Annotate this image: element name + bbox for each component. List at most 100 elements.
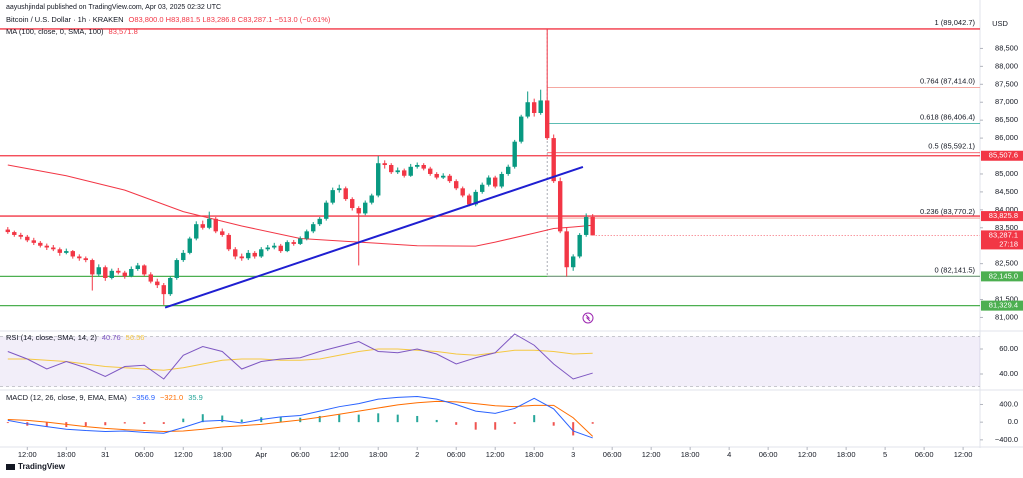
x-tick-label: 18:00 bbox=[57, 450, 76, 459]
candle-body bbox=[194, 224, 199, 239]
candle-body bbox=[551, 138, 556, 182]
candle-body bbox=[369, 195, 374, 203]
y-tick-label: −400.0 bbox=[995, 435, 1018, 444]
candle-body bbox=[492, 177, 498, 187]
x-tick-label: 12:00 bbox=[18, 450, 37, 459]
candle-body bbox=[83, 258, 88, 261]
x-tick-label: 2 bbox=[415, 450, 419, 459]
event-icon[interactable] bbox=[582, 312, 594, 324]
candle-body bbox=[51, 247, 56, 250]
level-price-label: 85,507.6 bbox=[989, 151, 1018, 160]
candle-body bbox=[512, 141, 517, 167]
x-tick-label: 12:00 bbox=[642, 450, 661, 459]
y-tick-label: 86,500 bbox=[995, 115, 1018, 124]
candle-body bbox=[376, 163, 381, 196]
macd-histogram-bar bbox=[513, 422, 516, 424]
x-tick-label: 31 bbox=[101, 450, 109, 459]
ohlc-legend: O83,800.0 H83,881.5 L83,286.8 C83,287.1 … bbox=[129, 15, 331, 24]
level-price-label: 81,329.4 bbox=[989, 301, 1018, 310]
event-icon-glyph bbox=[585, 314, 591, 322]
candle-body bbox=[187, 238, 192, 253]
candle-body bbox=[44, 245, 49, 248]
x-tick-label: 4 bbox=[727, 450, 731, 459]
x-tick-label: 12:00 bbox=[798, 450, 817, 459]
macd-histogram-bar bbox=[162, 422, 165, 424]
y-tick-label: 40.00 bbox=[999, 369, 1018, 378]
x-tick-label: 18:00 bbox=[525, 450, 544, 459]
candle-body bbox=[25, 236, 30, 241]
candle-body bbox=[18, 234, 23, 237]
candle-body bbox=[499, 173, 504, 187]
candle-body bbox=[564, 231, 569, 268]
macd-signal bbox=[7, 400, 594, 437]
level-price-label: 82,145.0 bbox=[989, 271, 1018, 280]
candle-body bbox=[142, 265, 147, 275]
candle-body bbox=[161, 285, 166, 295]
macd-legend: MACD (12, 26, close, 9, EMA, EMA) bbox=[6, 393, 127, 402]
candle-body bbox=[38, 242, 43, 246]
candle-body bbox=[570, 256, 576, 268]
candle-body bbox=[447, 175, 452, 182]
x-tick-label: 18:00 bbox=[681, 450, 700, 459]
candle-body bbox=[252, 252, 257, 257]
macd-histogram-bar bbox=[123, 422, 126, 424]
candle-body bbox=[467, 195, 472, 205]
macd-legend-value: −356.9 bbox=[132, 393, 155, 402]
candle-body bbox=[434, 173, 439, 178]
macd-histogram-bar bbox=[84, 422, 87, 427]
candle-body bbox=[77, 256, 82, 259]
trendline bbox=[164, 165, 584, 309]
candle-body bbox=[64, 251, 69, 253]
candle-body bbox=[168, 277, 173, 295]
candle-body bbox=[363, 202, 368, 214]
candle-body bbox=[174, 260, 179, 278]
candle-body bbox=[129, 269, 134, 277]
level-price-box bbox=[981, 271, 1023, 282]
candle-body bbox=[226, 234, 231, 250]
candle-body bbox=[389, 165, 394, 173]
countdown: 27:18 bbox=[999, 239, 1018, 248]
candle-body bbox=[577, 234, 582, 257]
candle-body bbox=[220, 231, 225, 235]
candle-body bbox=[298, 238, 303, 244]
candle-body bbox=[518, 116, 524, 142]
macd-histogram-bar bbox=[240, 419, 243, 423]
candle-body bbox=[291, 242, 296, 244]
candle-body bbox=[460, 188, 465, 196]
y-tick-label: 0.0 bbox=[1008, 417, 1018, 426]
fib-label: 0 (82,141.5) bbox=[935, 265, 976, 274]
macd-histogram-bar bbox=[221, 415, 224, 423]
x-tick-label: 12:00 bbox=[954, 450, 973, 459]
candle-body bbox=[311, 224, 316, 232]
y-tick-label: 88,000 bbox=[995, 61, 1018, 70]
candle-body bbox=[285, 242, 290, 252]
macd-histogram-bar bbox=[318, 415, 321, 423]
candle-body bbox=[356, 208, 361, 214]
x-tick-label: 12:00 bbox=[486, 450, 505, 459]
candle-body bbox=[441, 175, 446, 178]
candle-body bbox=[213, 218, 218, 232]
x-tick-label: 12:00 bbox=[330, 450, 349, 459]
candle-body bbox=[12, 232, 17, 235]
y-tick-label: 85,000 bbox=[995, 169, 1018, 178]
x-tick-label: 18:00 bbox=[213, 450, 232, 459]
y-tick-label: 87,000 bbox=[995, 97, 1018, 106]
macd-histogram-bar bbox=[494, 422, 497, 430]
macd-histogram-bar bbox=[201, 414, 204, 423]
candle-body bbox=[350, 199, 355, 209]
candle-body bbox=[428, 168, 433, 174]
candle-body bbox=[402, 170, 407, 176]
rsi-ma-legend-value: 56.56 bbox=[126, 333, 145, 342]
candle-body bbox=[246, 252, 251, 259]
candle-body bbox=[531, 102, 537, 113]
currency: USD bbox=[992, 19, 1008, 28]
y-tick-label: 81,000 bbox=[995, 312, 1018, 321]
level-price-box bbox=[981, 150, 1023, 161]
macd-line bbox=[7, 396, 593, 439]
candle-body bbox=[324, 202, 329, 219]
moving-average bbox=[7, 164, 593, 247]
candle-body bbox=[5, 229, 10, 233]
candle-body bbox=[557, 181, 563, 232]
brand: TradingView bbox=[18, 462, 66, 471]
y-tick-label: 82,500 bbox=[995, 259, 1018, 268]
